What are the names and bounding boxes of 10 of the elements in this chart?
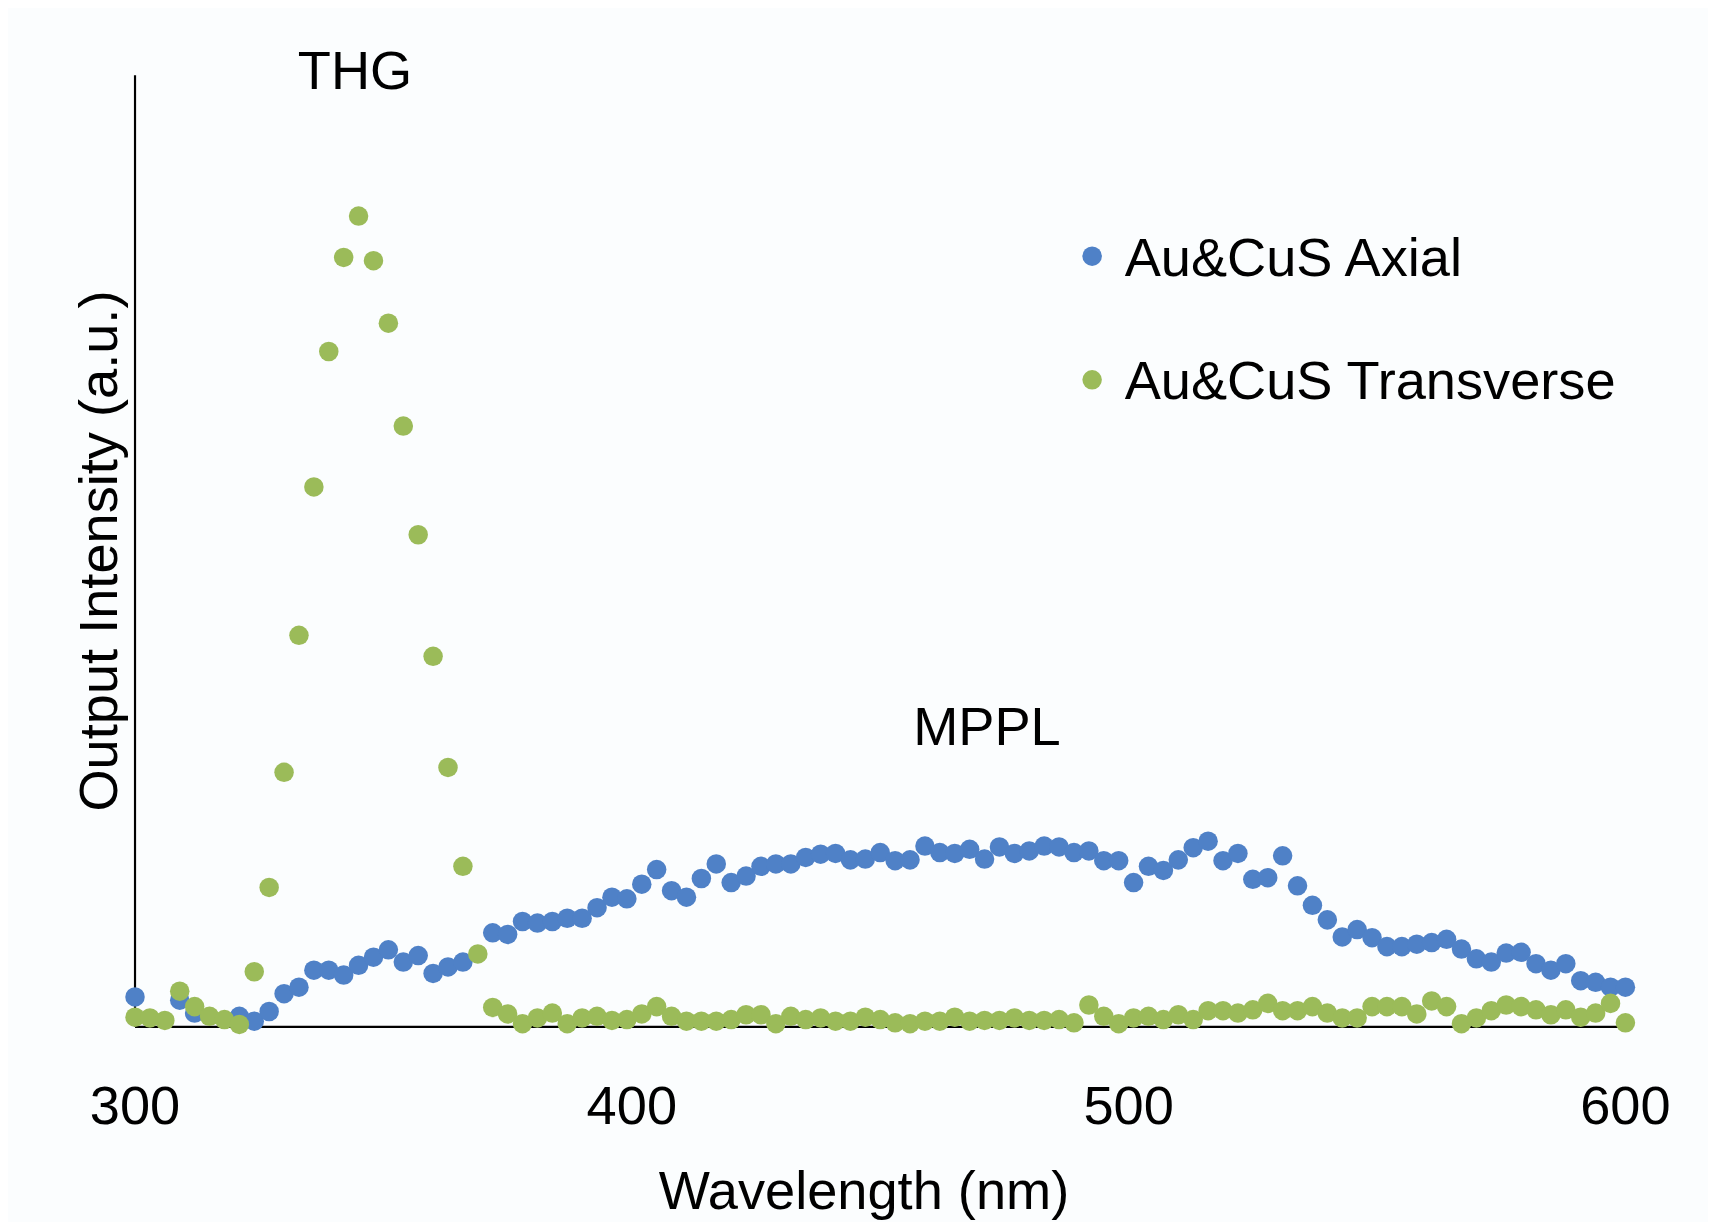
y-axis-title: Output Intensity (a.u.) [67,290,128,812]
x-tick-label: 500 [1083,1075,1174,1136]
x-tick-label: 400 [586,1075,678,1136]
x-tick-label: 600 [1580,1075,1671,1136]
legend-label: Au&CuS Transverse [1124,350,1616,411]
text: THG [297,40,413,101]
x-axis-title: Wavelength (nm) [658,1159,1070,1220]
x-tick-label: 300 [89,1075,181,1136]
legend-label: Au&CuS Axial [1124,226,1463,287]
annotation: MPPL [913,696,1061,757]
